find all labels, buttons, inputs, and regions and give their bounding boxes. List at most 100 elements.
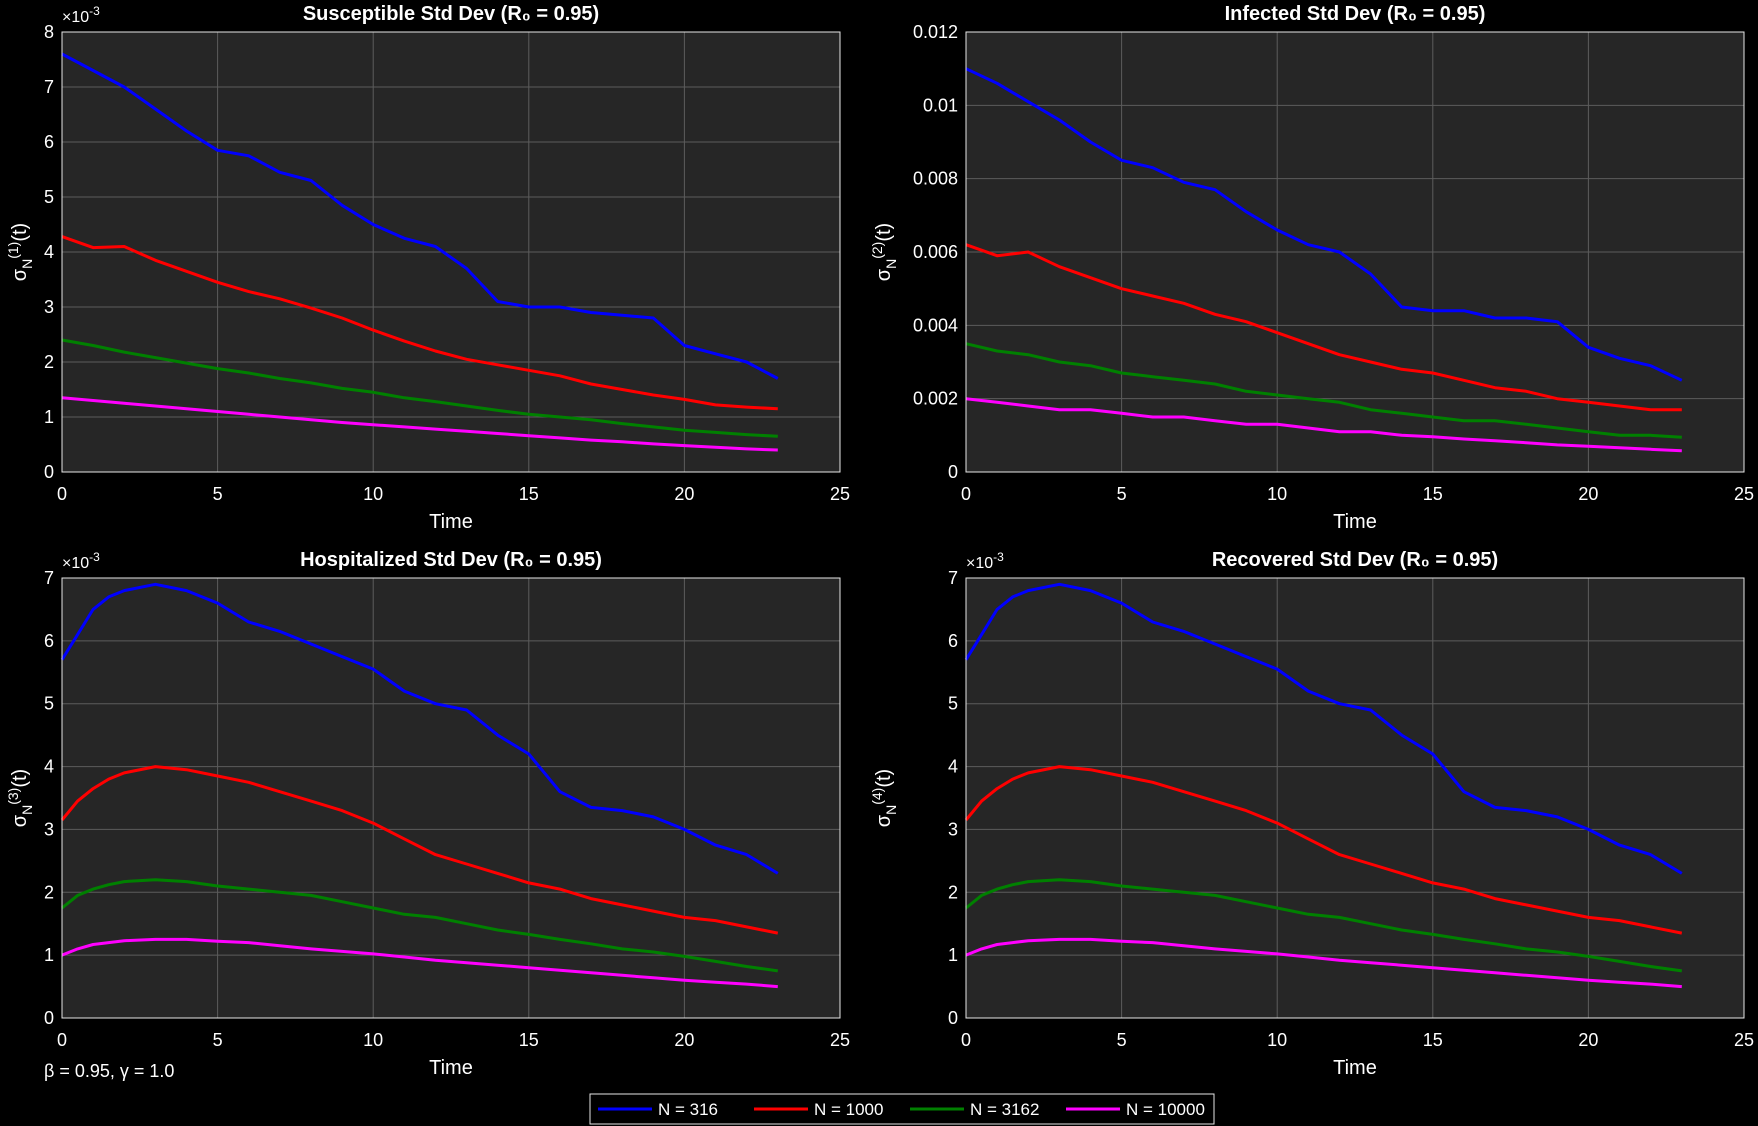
x-tick-label: 25 [830,484,850,504]
x-axis-label: Time [429,1057,473,1079]
x-tick-label: 15 [519,1030,539,1050]
x-tick-label: 5 [213,484,223,504]
series-line-1 [964,582,1683,875]
y-tick-label: 6 [44,631,54,651]
chart-title: Susceptible Std Dev (R₀ = 0.95) [303,3,599,25]
y-tick-label: 7 [44,77,54,97]
x-axis-label: Time [429,511,473,533]
x-tick-label: 0 [57,484,67,504]
x-tick-label: 20 [1578,1030,1598,1050]
y-tick-label: 8 [44,22,54,42]
y-tick-label: 0.01 [923,95,958,115]
y-tick-label: 0.004 [913,315,958,335]
x-tick-label: 25 [830,1030,850,1050]
y-axis-label: σN(2)(t) [869,223,899,281]
x-tick-label: 10 [1267,484,1287,504]
x-tick-label: 0 [57,1030,67,1050]
axes-frame [965,31,1745,473]
x-tick-label: 5 [1117,1030,1127,1050]
x-tick-label: 10 [363,1030,383,1050]
y-tick-label: 6 [948,631,958,651]
x-tick-label: 15 [1423,1030,1443,1050]
y-tick-label: 3 [44,819,54,839]
y-tick-label: 2 [44,882,54,902]
y-exponent-label: ×10-3 [62,550,100,572]
x-tick-label: 20 [674,484,694,504]
y-tick-label: 1 [948,945,958,965]
legend-label: N = 316 [658,1100,718,1119]
y-axis-label: σN(1)(t) [5,223,35,281]
x-tick-label: 20 [674,1030,694,1050]
axes-frame [61,31,841,473]
plot-area [966,578,1744,1018]
y-tick-label: 7 [948,568,958,588]
y-tick-label: 0.008 [913,169,958,189]
y-tick-label: 6 [44,132,54,152]
x-tick-label: 0 [961,1030,971,1050]
parameter-footnote: β = 0.95, γ = 1.0 [44,1061,174,1081]
x-tick-label: 5 [213,1030,223,1050]
chart-panel-2: 0 5 10 15 20 25 0 0.002 0.004 0.006 0.008 0.01 0.012… [869,3,1754,533]
chart-panel-4: 0 5 10 15 20 25 0 1 2 3 4 5 6 7 Recovered Std Dev (R₀ … [869,549,1754,1079]
series-line-1 [965,67,1683,382]
legend-label: N = 1000 [814,1100,883,1119]
chart-panel-1: 0 5 10 15 20 25 0 1 2 3 4 5 6 7 8 Susceptible Std Dev (… [5,3,850,533]
legend: N = 316 N = 1000 N = 3162 N = 10000 [589,1093,1215,1125]
x-axis-label: Time [1333,511,1377,533]
y-tick-label: 3 [948,819,958,839]
series-line-2 [965,243,1682,412]
x-tick-label: 5 [1117,484,1127,504]
y-tick-label: 0.002 [913,389,958,409]
series-line-3 [61,338,778,438]
series-line-4 [61,396,778,452]
chart-title: Hospitalized Std Dev (R₀ = 0.95) [300,549,602,571]
series-line-2 [61,235,778,411]
series-line-1 [60,582,779,875]
y-tick-label: 2 [948,882,958,902]
y-tick-label: 1 [44,945,54,965]
axes-frame [965,577,1745,1019]
y-exponent-label: ×10-3 [62,4,100,26]
y-tick-label: 4 [44,757,54,777]
x-tick-label: 25 [1734,484,1754,504]
legend-label: N = 3162 [970,1100,1039,1119]
x-tick-label: 20 [1578,484,1598,504]
series-line-2 [60,765,779,935]
y-tick-label: 0 [948,462,958,482]
x-tick-label: 0 [961,484,971,504]
x-tick-label: 25 [1734,1030,1754,1050]
x-tick-label: 10 [1267,1030,1287,1050]
y-tick-label: 0.006 [913,242,958,262]
series-line-3 [965,342,1682,439]
plot-area [62,578,840,1018]
y-tick-label: 0 [44,1008,54,1028]
x-tick-label: 10 [363,484,383,504]
x-axis-label: Time [1333,1057,1377,1079]
x-tick-label: 15 [519,484,539,504]
chart-title: Recovered Std Dev (R₀ = 0.95) [1212,549,1498,571]
series-line-4 [965,937,1682,989]
series-line-3 [965,878,1683,973]
y-tick-label: 2 [44,352,54,372]
chart-title: Infected Std Dev (R₀ = 0.95) [1225,3,1486,25]
y-axis-label: σN(3)(t) [5,769,35,827]
series-line-4 [965,397,1682,453]
y-tick-label: 0 [948,1008,958,1028]
y-tick-label: 0 [44,462,54,482]
series-line-2 [964,765,1683,935]
series-line-1 [61,52,779,380]
series-line-3 [61,878,779,973]
x-tick-label: 15 [1423,484,1443,504]
y-tick-label: 7 [44,568,54,588]
y-tick-label: 4 [948,757,958,777]
y-tick-label: 5 [948,694,958,714]
y-tick-label: 5 [44,694,54,714]
series-line-4 [61,937,778,989]
y-axis-label: σN(4)(t) [869,769,899,827]
y-tick-label: 1 [44,407,54,427]
y-tick-label: 3 [44,297,54,317]
axes-frame [61,577,841,1019]
chart-panel-3: 0 5 10 15 20 25 0 1 2 3 4 5 6 7 Hospitalized Std Dev (… [5,549,850,1079]
legend-label: N = 10000 [1126,1100,1205,1119]
